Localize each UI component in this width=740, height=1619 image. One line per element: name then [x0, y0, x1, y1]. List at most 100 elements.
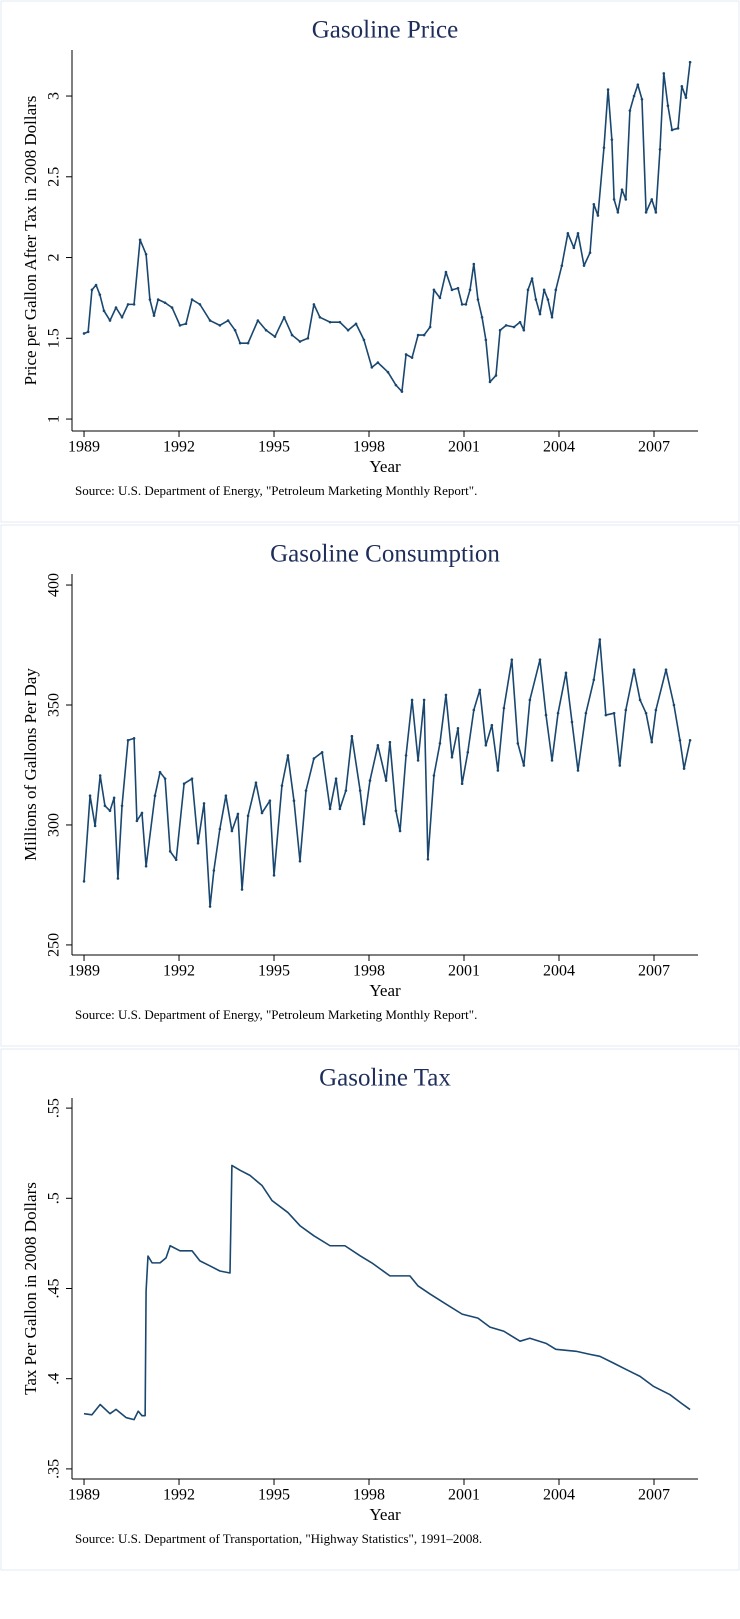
x-tick-label: 1989	[68, 963, 100, 980]
data-point	[108, 809, 112, 813]
y-tick-label: 2	[46, 254, 63, 262]
data-point	[268, 799, 272, 803]
y-tick-label: .5	[46, 1192, 63, 1204]
data-point	[576, 769, 580, 772]
data-point	[628, 109, 632, 112]
x-tick-label: 1998	[353, 439, 385, 456]
x-tick-label: 1995	[258, 963, 290, 980]
data-point	[480, 315, 484, 319]
data-point	[156, 298, 160, 301]
data-point	[612, 198, 616, 201]
data-point	[273, 335, 277, 338]
data-point	[432, 288, 436, 292]
data-point	[444, 693, 448, 697]
data-point	[132, 737, 136, 740]
data-point	[312, 757, 316, 760]
x-tick-label: 2004	[543, 1487, 575, 1504]
data-point	[554, 288, 558, 292]
data-point	[556, 711, 560, 715]
data-point	[638, 698, 642, 702]
data-point	[202, 802, 206, 805]
y-tick-label: 1	[46, 415, 63, 423]
data-point	[226, 319, 230, 322]
data-point	[178, 324, 182, 327]
data-point	[598, 638, 602, 641]
data-point	[636, 83, 640, 87]
data-point	[148, 298, 152, 301]
data-point	[502, 706, 506, 710]
x-tick-label: 1998	[353, 1487, 385, 1504]
data-point	[426, 857, 430, 861]
y-tick-label: 350	[46, 693, 63, 717]
data-point	[298, 340, 302, 343]
data-point	[190, 777, 194, 780]
data-point	[624, 708, 628, 712]
data-point	[612, 711, 616, 715]
data-point	[654, 211, 658, 214]
data-point	[494, 374, 498, 377]
data-point	[306, 336, 310, 340]
data-point	[196, 841, 200, 845]
y-axis-title: Tax Per Gallon in 2008 Dollars	[21, 1182, 40, 1395]
data-point	[654, 708, 658, 712]
data-point	[592, 678, 596, 682]
data-point	[182, 782, 186, 785]
data-point	[522, 764, 526, 767]
x-tick-label: 1992	[163, 439, 195, 456]
data-point	[670, 128, 674, 132]
data-point	[602, 146, 606, 150]
chart-title: Gasoline Consumption	[270, 541, 500, 568]
y-axis-title: Millions of Gallons Per Day	[21, 668, 40, 861]
data-point	[456, 726, 460, 730]
data-point	[650, 740, 654, 744]
data-point	[174, 858, 178, 862]
data-point	[550, 315, 554, 319]
data-point	[82, 332, 86, 335]
data-point	[354, 322, 358, 326]
data-point	[650, 198, 654, 201]
data-point	[384, 779, 388, 782]
data-point	[478, 688, 482, 692]
data-point	[272, 874, 276, 877]
x-tick-label: 2001	[448, 439, 480, 456]
data-point	[640, 97, 644, 101]
y-tick-label: .4	[46, 1373, 63, 1385]
x-axis-title: Year	[369, 457, 401, 476]
data-point	[112, 796, 116, 800]
data-point	[682, 767, 686, 770]
data-point	[120, 315, 124, 319]
y-tick-label: 400	[46, 573, 63, 597]
data-point	[512, 325, 516, 329]
data-point	[163, 777, 167, 780]
data-point	[144, 253, 148, 256]
data-point	[320, 750, 324, 754]
y-tick-label: 2.5	[46, 167, 63, 187]
data-point	[144, 864, 148, 868]
data-point	[450, 288, 454, 292]
data-point	[564, 671, 568, 675]
data-point	[298, 859, 302, 863]
data-point	[490, 723, 494, 727]
data-point	[135, 819, 139, 823]
data-point	[318, 315, 322, 319]
data-point	[438, 296, 442, 300]
data-point	[496, 769, 500, 772]
data-point	[328, 320, 332, 324]
data-point	[88, 794, 92, 797]
source-note: Source: U.S. Department of Energy, "Petr…	[75, 1007, 477, 1022]
x-tick-label: 1995	[258, 1487, 290, 1504]
x-tick-label: 2007	[638, 963, 670, 980]
data-point	[140, 811, 144, 815]
x-tick-label: 2007	[638, 439, 670, 456]
data-point	[484, 744, 488, 747]
panel-frame	[0, 1048, 740, 1571]
data-point	[542, 288, 546, 292]
data-point	[518, 320, 522, 324]
x-tick-label: 1995	[258, 439, 290, 456]
data-point	[400, 390, 404, 393]
data-point	[398, 829, 402, 833]
data-point	[438, 742, 442, 745]
data-point	[246, 814, 250, 818]
x-tick-label: 1998	[353, 963, 385, 980]
